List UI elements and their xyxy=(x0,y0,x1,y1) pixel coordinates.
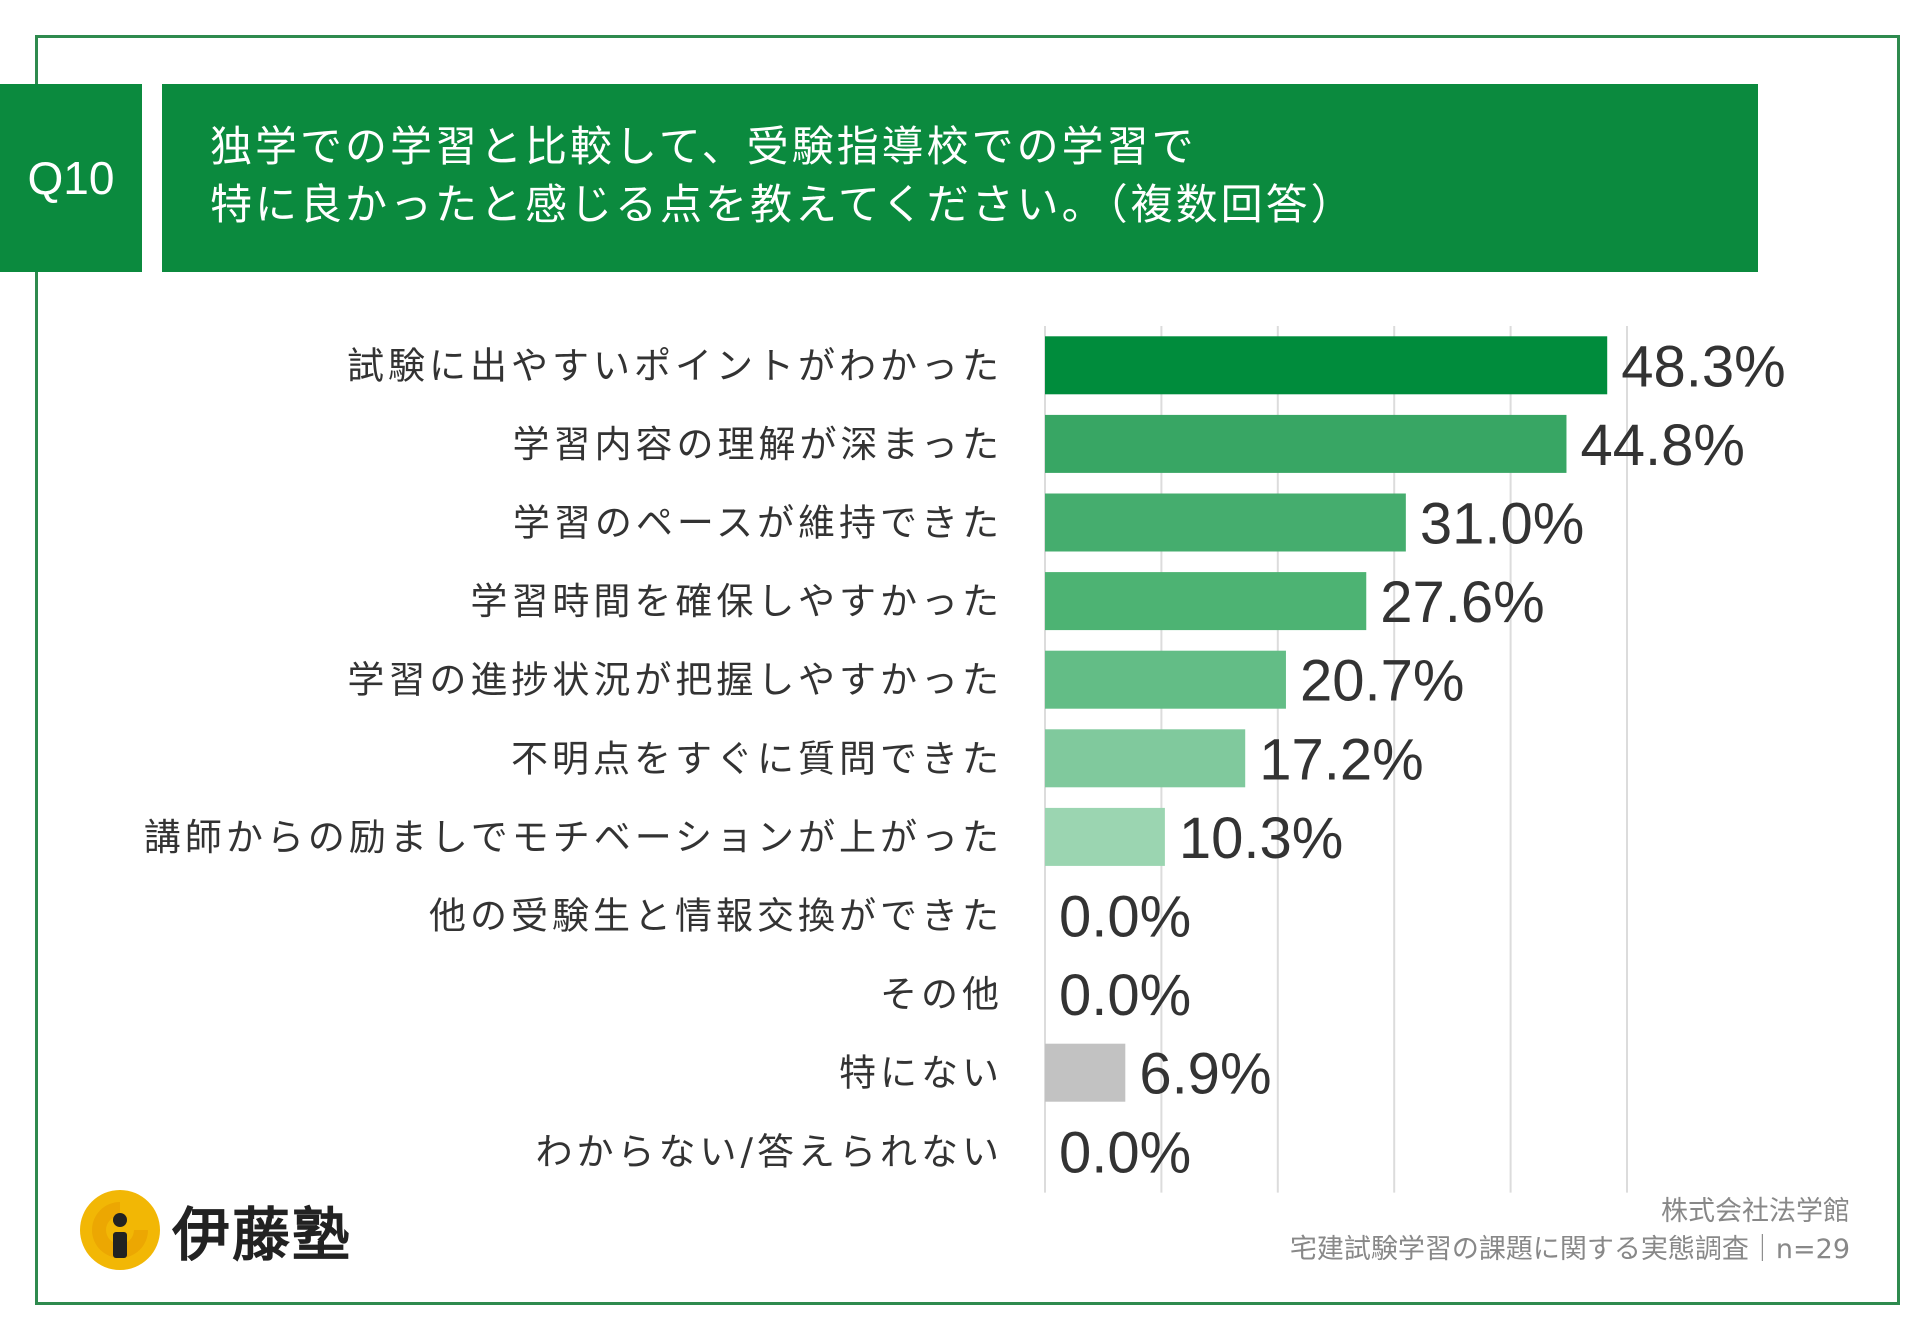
bar xyxy=(1045,807,1165,866)
data-label: 44.8% xyxy=(1580,413,1744,478)
category-label: 学習内容の理解が深まった xyxy=(512,423,1003,466)
bar xyxy=(1045,336,1608,395)
data-label: 17.2% xyxy=(1259,727,1423,792)
footer-company: 株式会社法学館 xyxy=(1661,1196,1850,1227)
data-label: 31.0% xyxy=(1420,492,1584,557)
data-label: 0.0% xyxy=(1059,1120,1191,1185)
logo: 伊藤塾 xyxy=(78,1185,352,1275)
outer-frame xyxy=(35,35,1900,1305)
bar xyxy=(1045,650,1286,709)
category-label: 講師からの励ましでモチベーションが上がった xyxy=(144,816,1003,859)
bar xyxy=(1045,572,1367,631)
question-number: Q10 xyxy=(27,152,115,204)
bar xyxy=(1045,414,1567,473)
category-label: 学習の進捗状況が把握しやすかった xyxy=(347,659,1003,702)
question-text-line-1: 独学での学習と比較して、受験指導校での学習で xyxy=(210,122,1197,171)
data-label: 6.9% xyxy=(1139,1042,1271,1107)
category-label: 不明点をすぐに質問できた xyxy=(511,737,1003,780)
question-text-line-2: 特に良かったと感じる点を教えてください。（複数回答） xyxy=(210,180,1356,229)
question-header: 独学での学習と比較して、受験指導校での学習で 特に良かったと感じる点を教えてくだ… xyxy=(162,84,1758,272)
bar xyxy=(1045,1043,1126,1102)
bar xyxy=(1045,493,1406,552)
data-label: 0.0% xyxy=(1059,885,1191,950)
question-number-badge: Q10 xyxy=(0,84,142,272)
category-label: 学習時間を確保しやすかった xyxy=(470,580,1003,623)
footer: 株式会社法学館 宅建試験学習の課題に関する実態調査｜n=29 xyxy=(1290,1193,1850,1269)
bar xyxy=(1045,729,1246,788)
data-label: 10.3% xyxy=(1179,806,1343,871)
logo-text: 伊藤塾 xyxy=(172,1201,353,1269)
data-label: 27.6% xyxy=(1380,570,1544,635)
category-label: 特にない xyxy=(839,1052,1003,1095)
logo-mark-icon xyxy=(80,1190,160,1270)
category-label: 試験に出やすいポイントがわかった xyxy=(347,344,1003,387)
category-label: 学習のペースが維持できた xyxy=(513,502,1003,545)
footer-survey: 宅建試験学習の課題に関する実態調査｜n=29 xyxy=(1289,1234,1850,1265)
category-label: その他 xyxy=(880,973,1003,1016)
category-label: 他の受験生と情報交換ができた xyxy=(429,895,1003,938)
data-label: 20.7% xyxy=(1300,649,1464,714)
category-label: わからない/答えられない xyxy=(536,1130,1003,1173)
data-label: 48.3% xyxy=(1621,334,1785,399)
data-label: 0.0% xyxy=(1059,963,1191,1028)
